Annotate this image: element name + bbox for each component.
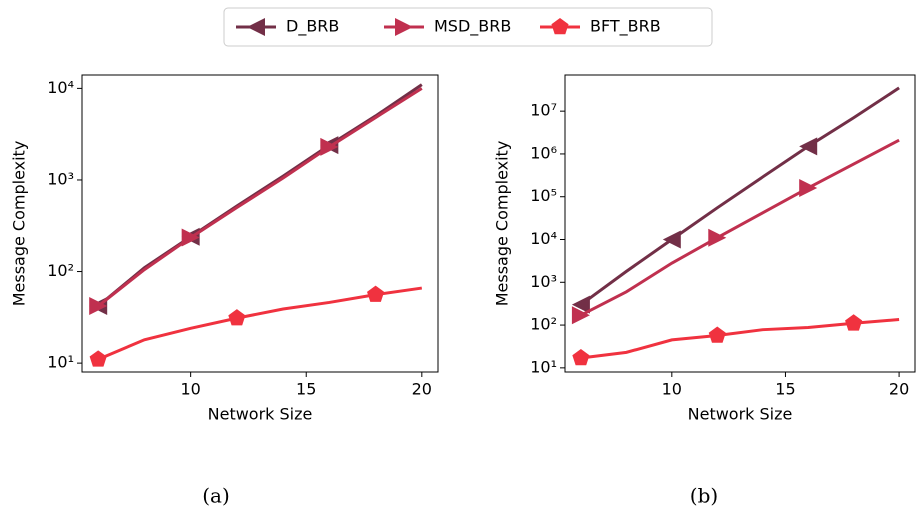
y-tick-label: 10²: [530, 315, 557, 334]
y-tick-label: 10⁶: [530, 143, 557, 162]
data-point: [367, 285, 385, 302]
legend-marker: [247, 18, 265, 36]
y-tick-label: 10⁴: [530, 229, 557, 248]
data-point: [799, 137, 818, 156]
legend-label: D_BRB: [286, 17, 339, 37]
data-point: [89, 297, 108, 316]
y-tick-label: 10¹: [47, 353, 74, 372]
data-point: [228, 309, 246, 326]
data-point: [181, 228, 200, 247]
legend-label: MSD_BRB: [434, 17, 511, 37]
series-line: [580, 318, 900, 360]
plot-frame: [564, 74, 916, 373]
data-point: [571, 306, 590, 325]
legend-frame: [223, 7, 713, 47]
data-point: [708, 326, 726, 343]
y-tick-label: 10⁴: [47, 78, 74, 97]
x-axis-label: Network Size: [208, 405, 313, 424]
data-point: [662, 230, 681, 249]
plot-frame: [81, 74, 439, 373]
data-point: [799, 178, 818, 197]
data-point: [89, 350, 107, 367]
caption: (a): [202, 484, 230, 508]
series-line: [97, 286, 423, 361]
x-tick-label: 20: [412, 380, 432, 399]
data-point: [845, 314, 863, 331]
x-axis-label: Network Size: [688, 405, 793, 424]
y-axis-label: Message Complexity: [10, 141, 29, 307]
legend-label: BFT_BRB: [590, 17, 661, 37]
legend-marker: [395, 18, 413, 36]
y-tick-label: 10³: [530, 272, 557, 291]
y-tick-label: 10²: [47, 261, 74, 280]
y-tick-label: 10⁵: [530, 186, 557, 205]
legend-marker: [551, 18, 569, 35]
data-point: [320, 137, 339, 156]
series-line: [580, 86, 900, 306]
y-tick-label: 10¹: [530, 357, 557, 376]
x-tick-label: 15: [296, 380, 316, 399]
data-point: [571, 295, 590, 314]
caption: (b): [690, 484, 718, 508]
data-point: [708, 228, 727, 247]
data-point: [572, 348, 590, 366]
series-line: [580, 138, 900, 317]
y-axis-label: Message Complexity: [493, 141, 512, 307]
series-line: [97, 87, 423, 308]
x-tick-label: 10: [662, 380, 682, 399]
y-tick-label: 10⁷: [530, 101, 557, 120]
x-tick-label: 20: [889, 380, 909, 399]
x-tick-label: 15: [775, 380, 795, 399]
legend: D_BRB MSD_BRB BFT_BRB: [223, 7, 713, 47]
x-tick-label: 10: [180, 380, 200, 399]
y-tick-label: 10³: [47, 169, 74, 188]
